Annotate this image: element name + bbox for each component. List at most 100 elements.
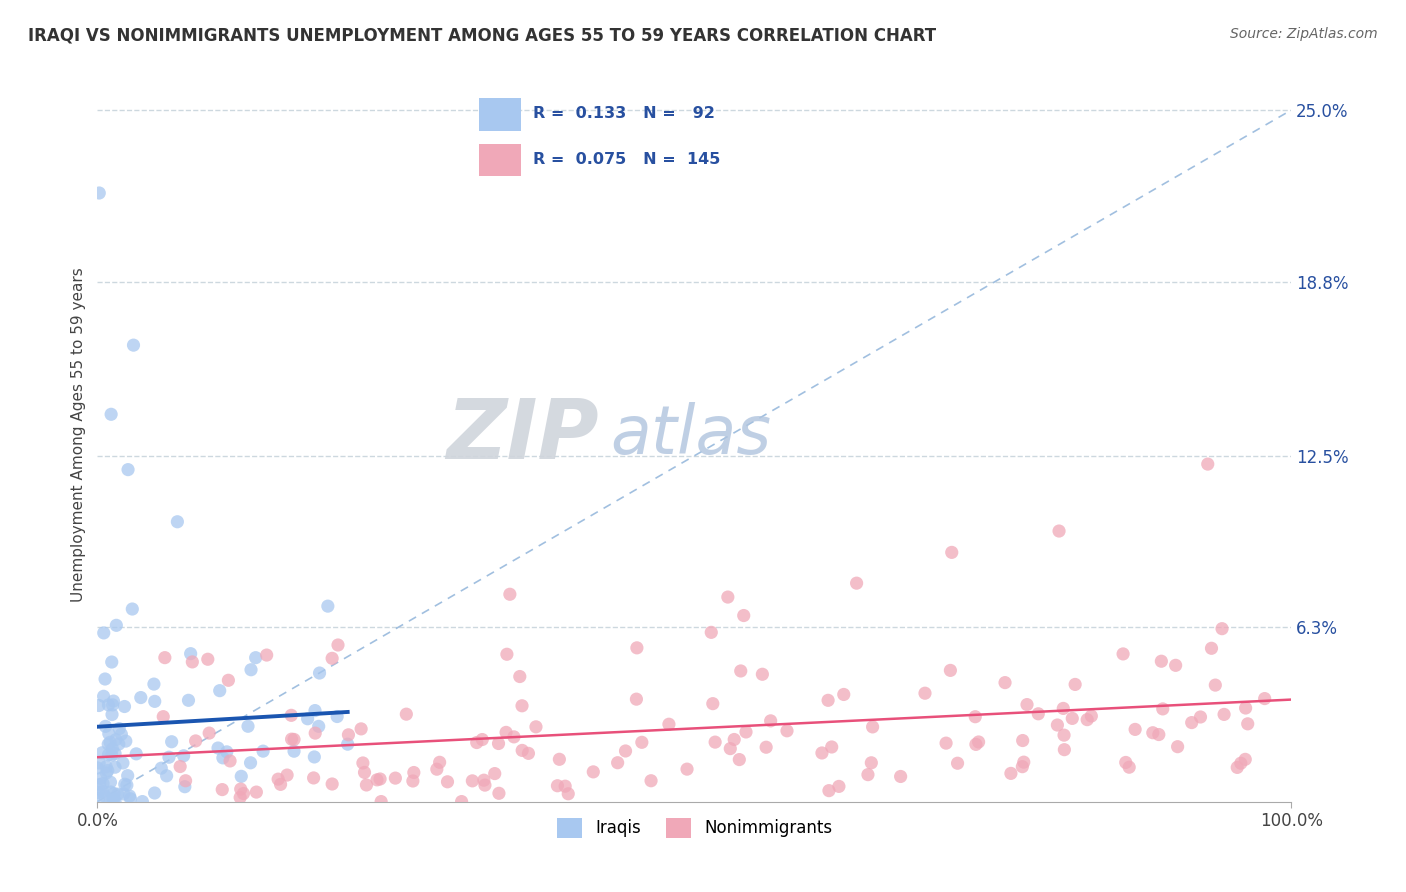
Point bbox=[184, 734, 207, 748]
Point bbox=[236, 719, 259, 733]
Point bbox=[197, 652, 219, 666]
Point bbox=[107, 737, 129, 751]
Point bbox=[548, 752, 571, 766]
Point bbox=[100, 655, 122, 669]
Point bbox=[1204, 678, 1226, 692]
Point bbox=[177, 693, 200, 707]
Point bbox=[91, 776, 114, 790]
Point bbox=[1150, 654, 1173, 668]
Point bbox=[101, 741, 124, 756]
Point bbox=[606, 756, 628, 770]
Point bbox=[103, 792, 125, 806]
Point bbox=[1236, 716, 1258, 731]
Point bbox=[1053, 728, 1076, 742]
Point bbox=[297, 712, 319, 726]
Point bbox=[1053, 742, 1076, 756]
Point bbox=[103, 787, 125, 801]
Point bbox=[1152, 702, 1174, 716]
Point bbox=[718, 741, 741, 756]
Point bbox=[488, 737, 510, 751]
Point bbox=[212, 751, 235, 765]
Point bbox=[1000, 766, 1022, 780]
Text: atlas: atlas bbox=[610, 402, 772, 468]
Point bbox=[103, 694, 125, 708]
Point bbox=[631, 735, 654, 749]
Point bbox=[965, 709, 987, 723]
Point bbox=[117, 769, 139, 783]
Point bbox=[1167, 739, 1189, 754]
Point bbox=[308, 719, 330, 733]
Point bbox=[1123, 723, 1146, 737]
Point bbox=[1226, 760, 1249, 774]
Point bbox=[832, 688, 855, 702]
Point bbox=[436, 774, 458, 789]
Point bbox=[107, 787, 129, 801]
Point bbox=[215, 745, 238, 759]
Point bbox=[914, 686, 936, 700]
Point bbox=[856, 767, 879, 781]
Point bbox=[150, 761, 173, 775]
Point bbox=[1234, 701, 1257, 715]
Point bbox=[352, 756, 374, 770]
Point bbox=[1115, 756, 1137, 770]
Point bbox=[626, 640, 648, 655]
Point bbox=[356, 778, 378, 792]
Point bbox=[735, 725, 758, 739]
Point bbox=[845, 576, 868, 591]
Point bbox=[510, 743, 533, 757]
Point bbox=[115, 778, 138, 792]
Point bbox=[402, 774, 425, 789]
Point bbox=[101, 698, 124, 712]
Point bbox=[156, 769, 179, 783]
Point bbox=[496, 647, 519, 661]
Point bbox=[122, 338, 145, 352]
Point bbox=[93, 626, 115, 640]
Point bbox=[509, 669, 531, 683]
Point bbox=[87, 698, 110, 713]
Point bbox=[557, 787, 579, 801]
Point bbox=[219, 754, 242, 768]
Point bbox=[240, 663, 263, 677]
Point bbox=[700, 625, 723, 640]
Point bbox=[1253, 691, 1275, 706]
Point bbox=[94, 672, 117, 686]
Point bbox=[97, 764, 120, 778]
Point bbox=[1201, 641, 1223, 656]
Point bbox=[114, 777, 136, 791]
Point bbox=[104, 795, 127, 809]
Point bbox=[1211, 622, 1233, 636]
Point bbox=[104, 732, 127, 747]
Point bbox=[1011, 733, 1033, 747]
Text: ZIP: ZIP bbox=[446, 394, 599, 475]
Point bbox=[495, 725, 517, 739]
Point bbox=[484, 766, 506, 780]
Point bbox=[91, 746, 114, 760]
Point bbox=[98, 735, 121, 749]
Point bbox=[546, 779, 568, 793]
Point bbox=[96, 760, 118, 774]
Point bbox=[384, 771, 406, 785]
Point bbox=[316, 599, 339, 614]
Point bbox=[217, 673, 239, 688]
Point bbox=[111, 756, 134, 770]
Point bbox=[180, 647, 202, 661]
Point bbox=[676, 762, 699, 776]
Point bbox=[304, 726, 326, 740]
Point bbox=[97, 727, 120, 741]
Point bbox=[91, 784, 114, 798]
Point bbox=[1047, 524, 1070, 538]
Point bbox=[239, 756, 262, 770]
Point bbox=[730, 664, 752, 678]
Point bbox=[717, 590, 740, 604]
Point bbox=[304, 750, 326, 764]
Point bbox=[1230, 756, 1253, 771]
Point bbox=[321, 777, 343, 791]
Point bbox=[270, 777, 292, 791]
Point bbox=[994, 675, 1017, 690]
Point bbox=[1234, 752, 1257, 766]
Point bbox=[402, 765, 425, 780]
Point bbox=[276, 768, 298, 782]
Point bbox=[326, 709, 349, 723]
Point bbox=[755, 740, 778, 755]
Point bbox=[499, 587, 522, 601]
